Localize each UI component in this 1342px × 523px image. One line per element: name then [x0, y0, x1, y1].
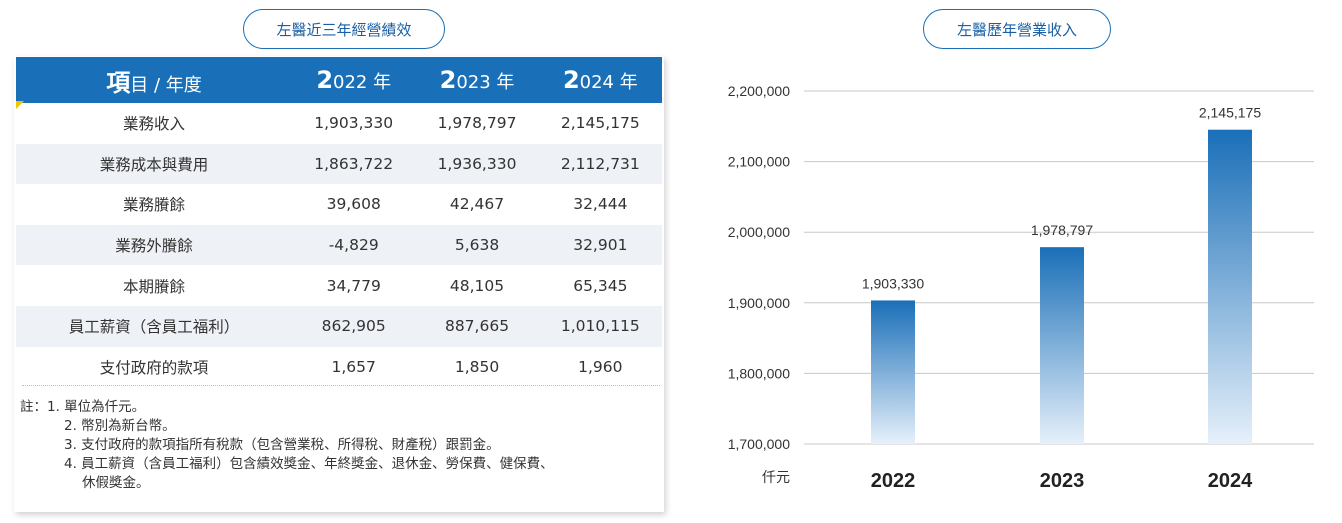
table-row: 支付政府的款項 1,657 1,850 1,960 [16, 347, 662, 388]
cell-value: 1,903,330 [314, 114, 394, 133]
note-line: 3. 支付政府的款項指所有稅款（包含營業稅、所得稅、財產稅）跟罰金。 [64, 437, 500, 453]
performance-table: 項目 / 年度 2022 年 2023 年 2024 年 業務收入 1,903,… [16, 57, 662, 387]
corner-accent [16, 101, 24, 109]
performance-table-wrap: 項目 / 年度 2022 年 2023 年 2024 年 業務收入 1,903,… [16, 57, 662, 512]
cell-value: 1,657 [331, 357, 376, 376]
header-year-2023: 2023 年 [439, 66, 515, 94]
x-tick-label-2022: 2022 [871, 470, 916, 492]
cell-value: 32,901 [573, 236, 628, 255]
data-label-2023: 1,978,797 [1031, 222, 1093, 238]
y-axis-unit-label: 仟元 [762, 470, 790, 486]
row-label: 業務收入 [123, 115, 186, 134]
cell-value: 65,345 [573, 276, 628, 295]
y-tick-label: 2,100,000 [728, 154, 790, 170]
cell-value: 1,936,330 [437, 154, 517, 173]
note-line: 2. 幣別為新台幣。 [64, 418, 176, 434]
data-label-2022: 1,903,330 [862, 275, 924, 291]
row-label: 員工薪資（含員工福利） [68, 318, 240, 337]
cell-value: 1,960 [578, 357, 623, 376]
cell-value: 32,444 [573, 195, 628, 214]
y-tick-label: 1,700,000 [728, 436, 790, 452]
table-row: 員工薪資（含員工福利） 862,905 887,665 1,010,115 [16, 305, 662, 347]
cell-value: 34,779 [326, 276, 381, 295]
cell-value: 887,665 [444, 317, 510, 336]
cell-value: 1,978,797 [437, 114, 517, 133]
cell-value: -4,829 [328, 236, 379, 255]
y-tick-label: 1,800,000 [728, 365, 790, 381]
table-notes: 註：1. 單位為仟元。 2. 幣別為新台幣。 3. 支付政府的款項指所有稅款（包… [20, 398, 554, 493]
table-card [14, 56, 664, 512]
table-header-row: 項目 / 年度 2022 年 2023 年 2024 年 [16, 57, 662, 103]
table-row: 本期賸餘 34,779 48,105 65,345 [16, 265, 662, 306]
header-label: 項目 / 年度 [106, 68, 202, 97]
cell-value: 1,863,722 [314, 154, 394, 173]
chart-section-title: 左醫歷年營業收入 [923, 9, 1111, 49]
cell-value: 42,467 [449, 195, 505, 214]
table-row: 業務成本與費用 1,863,722 1,936,330 2,112,731 [16, 143, 662, 185]
row-label: 業務成本與費用 [99, 155, 209, 174]
cell-value: 48,105 [449, 276, 505, 295]
note-line: 4. 員工薪資（含員工福利）包含績效獎金、年終獎金、退休金、勞保費、健保費、 [64, 456, 554, 472]
revenue-bar-chart: 1,700,000 1,800,000 1,900,000 2,000,000 2,10… [728, 83, 1314, 492]
row-label: 支付政府的款項 [99, 358, 209, 377]
cell-value: 2,145,175 [560, 114, 640, 133]
header-year-2022: 2022 年 [316, 66, 392, 94]
bar-2024 [1208, 129, 1252, 444]
table-row: 業務賸餘 39,608 42,467 32,444 [16, 184, 662, 225]
table-row: 業務外賸餘 -4,829 5,638 32,901 [16, 224, 662, 266]
notes-divider [22, 385, 660, 386]
bar-2022 [871, 300, 915, 444]
table-row: 業務收入 1,903,330 1,978,797 2,145,175 [16, 103, 662, 144]
x-tick-label-2023: 2023 [1040, 470, 1085, 492]
note-line: 休假獎金。 [82, 475, 150, 491]
cell-value: 2,112,731 [560, 154, 640, 173]
bar-2023 [1040, 247, 1084, 444]
row-label: 本期賸餘 [123, 277, 186, 296]
y-tick-label: 2,000,000 [728, 224, 790, 240]
x-tick-label-2024: 2024 [1208, 470, 1253, 492]
cell-value: 5,638 [454, 236, 500, 255]
y-tick-label: 1,900,000 [728, 295, 790, 311]
row-label: 業務賸餘 [123, 196, 186, 215]
cell-value: 1,010,115 [560, 317, 640, 336]
row-label: 業務外賸餘 [115, 237, 193, 256]
cell-value: 1,850 [454, 357, 500, 376]
cell-value: 862,905 [321, 317, 386, 336]
cell-value: 39,608 [326, 195, 381, 214]
header-year-2024: 2024 年 [562, 66, 638, 94]
y-tick-label: 2,200,000 [728, 83, 790, 99]
note-line: 註：1. 單位為仟元。 [20, 399, 146, 415]
data-label-2024: 2,145,175 [1199, 105, 1261, 121]
table-section-title: 左醫近三年經營績效 [243, 9, 445, 49]
